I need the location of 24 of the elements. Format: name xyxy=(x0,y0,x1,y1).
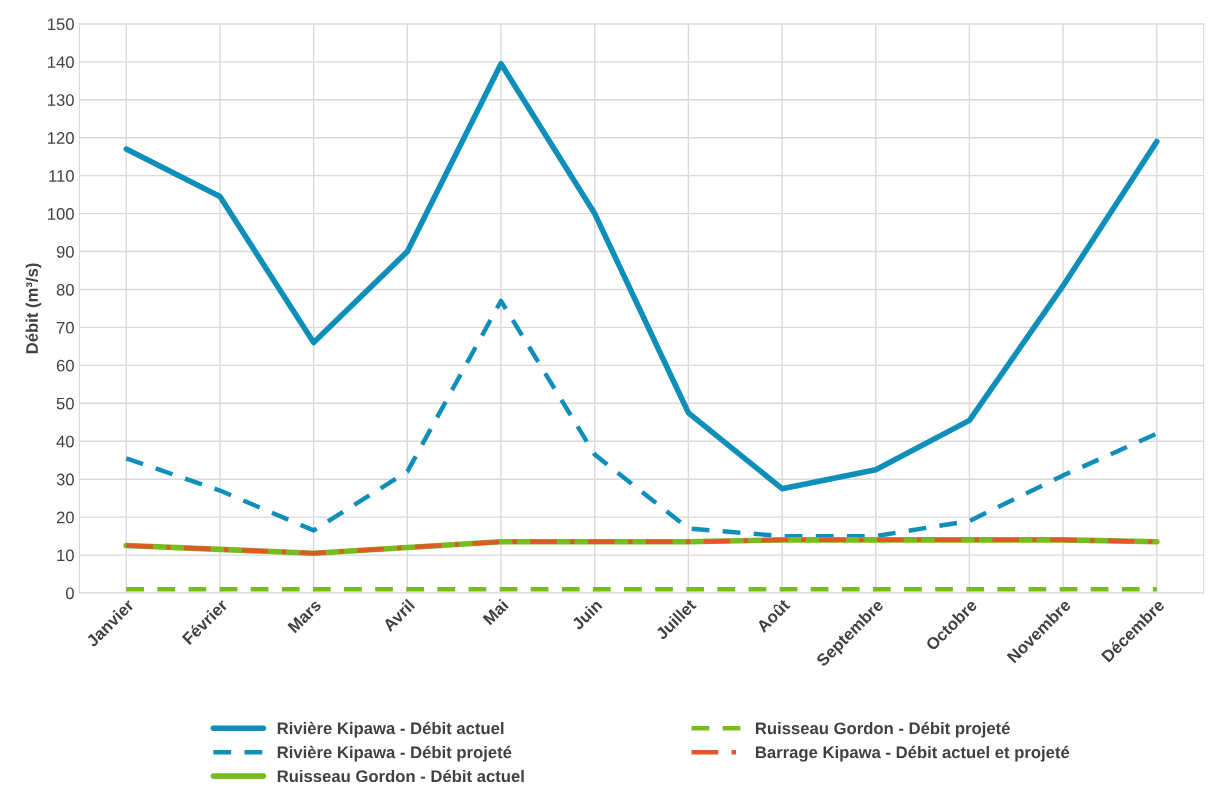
y-tick-label: 50 xyxy=(56,397,74,410)
x-tick-label: Juin xyxy=(570,598,603,631)
y-tick-label: 20 xyxy=(56,511,74,524)
y-tick-label: 100 xyxy=(48,207,74,220)
x-tick-label: Mai xyxy=(482,598,509,626)
y-tick-label: 60 xyxy=(56,359,74,372)
legend-label: Ruisseau Gordon - Débit projeté xyxy=(755,721,1010,738)
y-tick-label: 10 xyxy=(57,549,74,562)
y-tick-label: 80 xyxy=(56,283,74,296)
y-tick-label: 0 xyxy=(65,587,74,600)
y-tick-label: 120 xyxy=(48,132,74,144)
y-tick-label: 150 xyxy=(48,18,74,31)
y-tick-label: 110 xyxy=(49,170,74,182)
legend-label: Rivière Kipawa - Débit projeté xyxy=(277,745,512,762)
y-tick-label: 70 xyxy=(56,321,74,334)
y-tick-label: 90 xyxy=(56,245,74,258)
y-tick-label: 30 xyxy=(56,473,74,486)
y-axis-title: Débit (m³/s) xyxy=(25,263,42,354)
legend-label: Rivière Kipawa - Débit actuel xyxy=(277,721,504,738)
y-tick-label: 140 xyxy=(48,56,74,69)
legend-label: Barrage Kipawa - Débit actuel et projeté xyxy=(755,745,1070,762)
y-tick-label: 40 xyxy=(56,435,74,448)
y-tick-label: 130 xyxy=(48,94,74,106)
legend-label: Ruisseau Gordon - Débit actuel xyxy=(277,769,524,783)
